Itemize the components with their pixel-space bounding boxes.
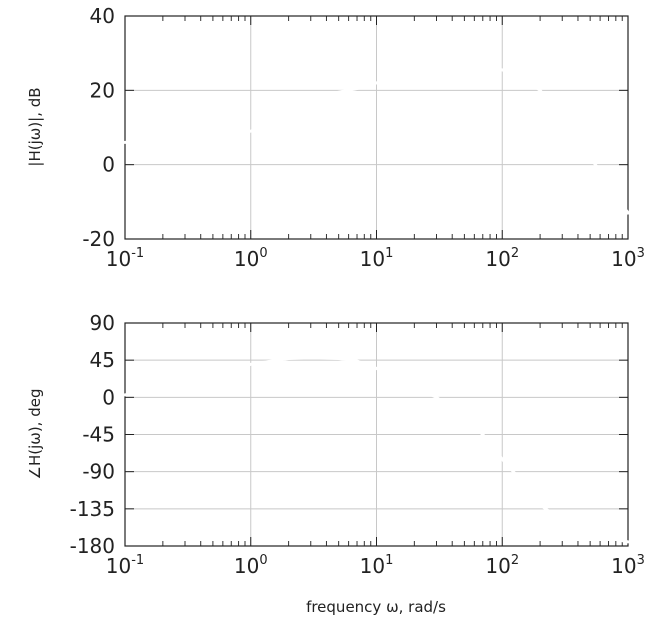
y-tick-label: -20 [82, 227, 115, 251]
x-axis-label: frequency ω, rad/s [306, 598, 446, 616]
magnitude-panel: -20 0 20 40 10-1 100 101 102 103 [82, 4, 645, 271]
magnitude-y-axis-label: |H(jω)|, dB [26, 87, 44, 166]
phase-y-axis-label: ∠H(jω), deg [26, 389, 44, 480]
y-tick-label: -90 [82, 460, 115, 484]
x-tick-label: 101 [360, 553, 394, 578]
y-tick-label: -135 [70, 497, 115, 521]
plot-frame [124, 322, 629, 547]
y-tick-label: 0 [102, 385, 115, 409]
y-tick-label: 0 [102, 153, 115, 177]
x-tick-label: 101 [360, 246, 394, 271]
y-tick-label: -45 [82, 423, 115, 447]
series-line [123, 356, 630, 544]
phase-panel: -180 -135 -90 -45 0 45 90 10-1 100 101 102 103 [70, 311, 645, 578]
x-tick-label: 100 [234, 553, 268, 578]
y-tick-label: 90 [90, 311, 115, 335]
x-tick-label: 103 [611, 246, 645, 271]
x-tick-label: 102 [485, 246, 519, 271]
y-tick-label: 20 [90, 78, 115, 102]
x-tick-label: 10-1 [106, 553, 144, 578]
x-tick-label: 103 [611, 553, 645, 578]
x-tick-label: 102 [485, 553, 519, 578]
x-tick-label: 100 [234, 246, 268, 271]
y-tick-label: -180 [70, 534, 115, 558]
series-line [123, 66, 630, 215]
y-tick-label: 40 [90, 4, 115, 28]
y-tick-label: 45 [90, 348, 115, 372]
x-tick-label: 10-1 [106, 246, 144, 271]
plot-frame [124, 15, 629, 240]
